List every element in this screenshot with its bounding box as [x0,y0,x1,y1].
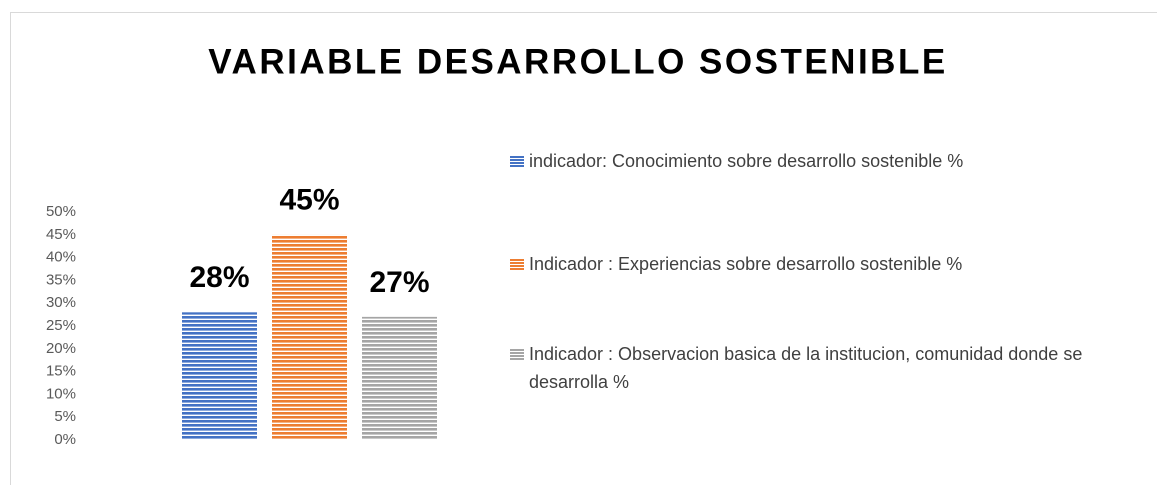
y-tick-label: 25% [46,317,76,334]
data-label: 28% [189,261,249,294]
bar [272,234,347,440]
y-tick-label: 30% [46,294,76,311]
y-tick-label: 5% [54,408,76,425]
y-tick-label: 50% [46,203,76,220]
legend-label: Indicador : Experiencias sobre desarroll… [529,254,963,274]
y-tick-label: 10% [46,385,76,402]
y-tick-label: 20% [46,340,76,357]
y-tick-label: 45% [46,226,76,243]
y-tick-label: 40% [46,249,76,266]
chart-title: VARIABLE DESARROLLO SOSTENIBLE [208,42,947,81]
legend-label: Indicador : Observacion basica de la ins… [529,344,1083,392]
legend-item: Indicador : Experiencias sobre desarroll… [510,253,1129,278]
bar [362,316,437,440]
legend-swatch [510,259,524,270]
legend-swatch [510,349,524,360]
legend-swatch [510,156,524,167]
bar [182,312,257,440]
y-tick-label: 15% [46,363,76,380]
data-label: 45% [279,184,339,217]
legend-item: indicador: Conocimiento sobre desarrollo… [510,150,1129,175]
y-tick-label: 0% [54,431,76,448]
y-tick-label: 35% [46,271,76,288]
legend-item: Indicador : Observacion basica de la ins… [510,343,1129,396]
data-label: 27% [369,266,429,299]
legend-label: indicador: Conocimiento sobre desarrollo… [529,151,964,171]
